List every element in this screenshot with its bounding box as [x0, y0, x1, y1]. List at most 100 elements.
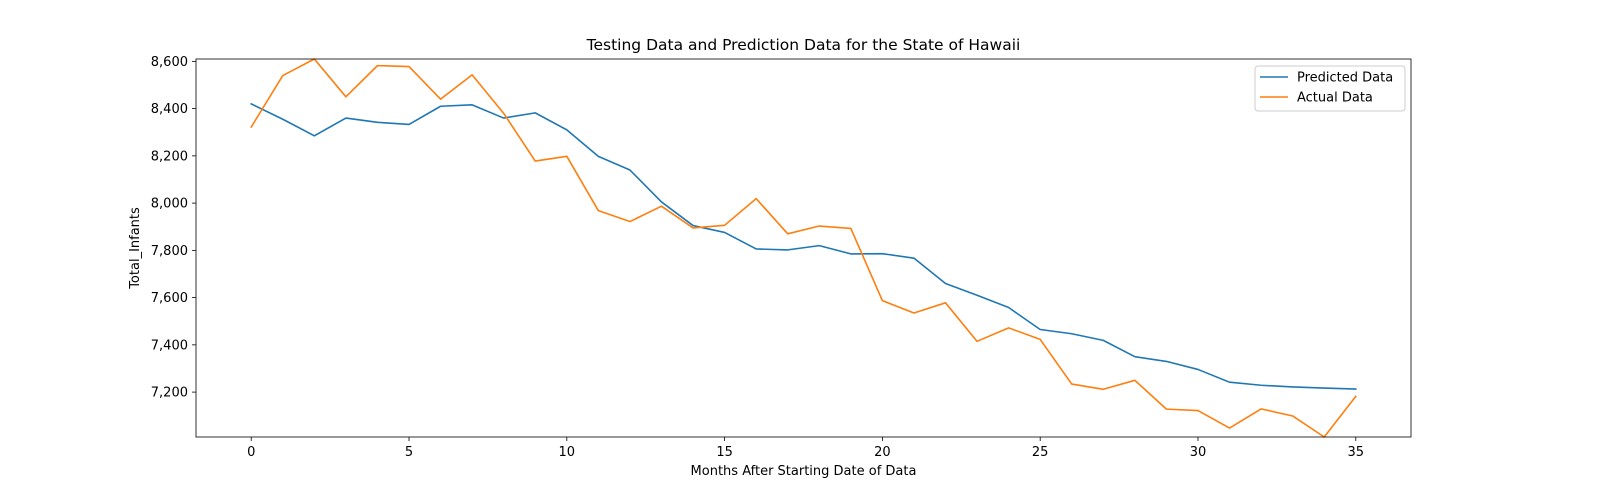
- x-tick-label: 30: [1190, 445, 1207, 460]
- data-point: [281, 74, 285, 78]
- series-line: [250, 58, 1357, 438]
- x-axis: 0 5 10 15 20 25 30 35: [247, 437, 1364, 460]
- data-point: [249, 125, 253, 129]
- series-actual-data: [249, 58, 1358, 438]
- y-tick-label: 8,400: [151, 102, 188, 117]
- data-point: [565, 154, 569, 158]
- data-point: [596, 209, 600, 213]
- y-tick-label: 7,400: [151, 338, 188, 353]
- y-tick-label: 8,600: [151, 55, 188, 70]
- data-point: [1196, 409, 1200, 413]
- data-point: [533, 159, 537, 163]
- data-point: [1101, 387, 1105, 391]
- data-point: [1354, 387, 1358, 391]
- data-point: [659, 200, 663, 204]
- x-tick-label: 0: [247, 445, 255, 460]
- data-point: [439, 97, 443, 101]
- series-line: [250, 102, 1357, 390]
- data-point: [975, 339, 979, 343]
- data-point: [1070, 382, 1074, 386]
- data-point: [565, 128, 569, 132]
- data-point: [1322, 386, 1326, 390]
- x-tick-label: 25: [1032, 445, 1049, 460]
- data-point: [1133, 378, 1137, 382]
- y-tick-label: 8,000: [151, 197, 188, 212]
- data-point: [944, 281, 948, 285]
- x-tick-label: 15: [716, 445, 733, 460]
- plot-area: [195, 58, 1412, 438]
- data-point: [470, 103, 474, 107]
- series-predicted-data: [249, 102, 1358, 391]
- data-point: [1228, 426, 1232, 430]
- data-point: [975, 293, 979, 297]
- data-point: [786, 248, 790, 252]
- data-point: [407, 65, 411, 69]
- data-point: [659, 204, 663, 208]
- data-point: [817, 224, 821, 228]
- data-point: [1228, 380, 1232, 384]
- data-point: [344, 95, 348, 99]
- data-point: [439, 104, 443, 108]
- data-point: [628, 168, 632, 172]
- data-point: [502, 111, 506, 115]
- data-point: [723, 230, 727, 234]
- data-point: [1007, 306, 1011, 310]
- data-point: [1291, 385, 1295, 389]
- data-point: [249, 102, 253, 106]
- data-point: [596, 154, 600, 158]
- plot-frame: [195, 58, 1412, 438]
- series-layer: [249, 58, 1358, 438]
- x-tick-label: 10: [559, 445, 576, 460]
- data-point: [1101, 338, 1105, 342]
- data-point: [786, 232, 790, 236]
- data-point: [407, 122, 411, 126]
- data-point: [944, 301, 948, 305]
- data-point: [691, 226, 695, 230]
- data-point: [470, 73, 474, 77]
- data-point: [723, 223, 727, 227]
- data-point: [1259, 407, 1263, 411]
- data-point: [912, 256, 916, 260]
- y-tick-label: 7,200: [151, 386, 188, 401]
- legend: Predicted Data Actual Data: [1254, 65, 1406, 112]
- data-point: [754, 247, 758, 251]
- data-point: [628, 220, 632, 224]
- data-point: [375, 120, 379, 124]
- data-point: [1164, 407, 1168, 411]
- data-point: [344, 116, 348, 120]
- data-point: [281, 117, 285, 121]
- data-point: [754, 197, 758, 201]
- data-point: [880, 299, 884, 303]
- legend-label: Predicted Data: [1297, 71, 1393, 86]
- legend-item: Predicted Data: [1260, 71, 1393, 86]
- legend-label: Actual Data: [1297, 91, 1373, 106]
- legend-item: Actual Data: [1260, 91, 1373, 106]
- data-point: [1038, 337, 1042, 341]
- data-point: [817, 244, 821, 248]
- x-tick-label: 35: [1347, 445, 1364, 460]
- data-point: [1259, 383, 1263, 387]
- data-point: [1354, 394, 1358, 398]
- data-point: [1196, 367, 1200, 371]
- legend-box: [1254, 65, 1406, 112]
- data-point: [849, 226, 853, 230]
- data-point: [1291, 414, 1295, 418]
- y-tick-label: 7,800: [151, 244, 188, 259]
- y-axis: 7,200 7,400 7,600 7,800 8,000 8,200 8,400 8,600: [151, 55, 196, 401]
- data-point: [533, 111, 537, 115]
- y-tick-label: 8,200: [151, 149, 188, 164]
- x-tick-label: 5: [405, 445, 413, 460]
- data-point: [1164, 359, 1168, 363]
- y-axis-title: Total_Infants: [128, 207, 143, 290]
- x-tick-label: 20: [874, 445, 891, 460]
- chart-title: Testing Data and Prediction Data for the…: [586, 36, 1021, 54]
- data-point: [912, 311, 916, 315]
- data-point: [880, 252, 884, 256]
- data-point: [849, 252, 853, 256]
- data-point: [375, 64, 379, 68]
- data-point: [1038, 328, 1042, 332]
- data-point: [1133, 355, 1137, 359]
- x-axis-title: Months After Starting Date of Data: [691, 464, 917, 479]
- data-point: [312, 134, 316, 138]
